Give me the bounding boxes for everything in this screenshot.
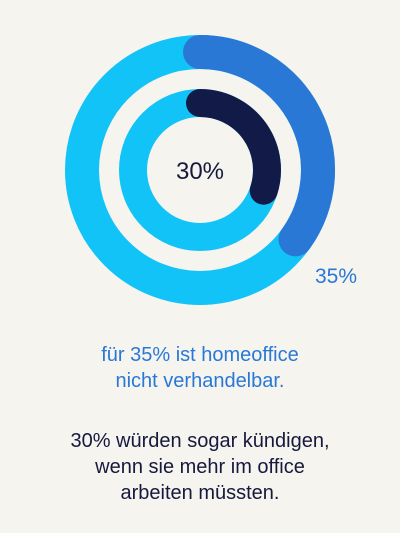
caption-line: nicht verhandelbar. bbox=[115, 370, 285, 392]
outer-ring-segment-35 bbox=[183, 35, 335, 257]
caption-homeoffice: für 35% ist homeoffice nicht verhandelba… bbox=[0, 342, 400, 394]
caption-quit: 30% würden sogar kündigen, wenn sie mehr… bbox=[0, 428, 400, 506]
inner-ring-value-label: 30% bbox=[176, 158, 224, 185]
caption-line: 30% würden sogar kündigen, bbox=[70, 430, 330, 452]
caption-line: arbeiten müssten. bbox=[120, 482, 280, 504]
caption-line: wenn sie mehr im office bbox=[95, 456, 305, 478]
caption-line: für 35% ist homeoffice bbox=[101, 344, 299, 366]
inner-ring-segment-30 bbox=[186, 89, 281, 205]
outer-ring-value-label: 35% bbox=[315, 265, 357, 288]
donut-chart: 30% 35% bbox=[65, 35, 357, 305]
